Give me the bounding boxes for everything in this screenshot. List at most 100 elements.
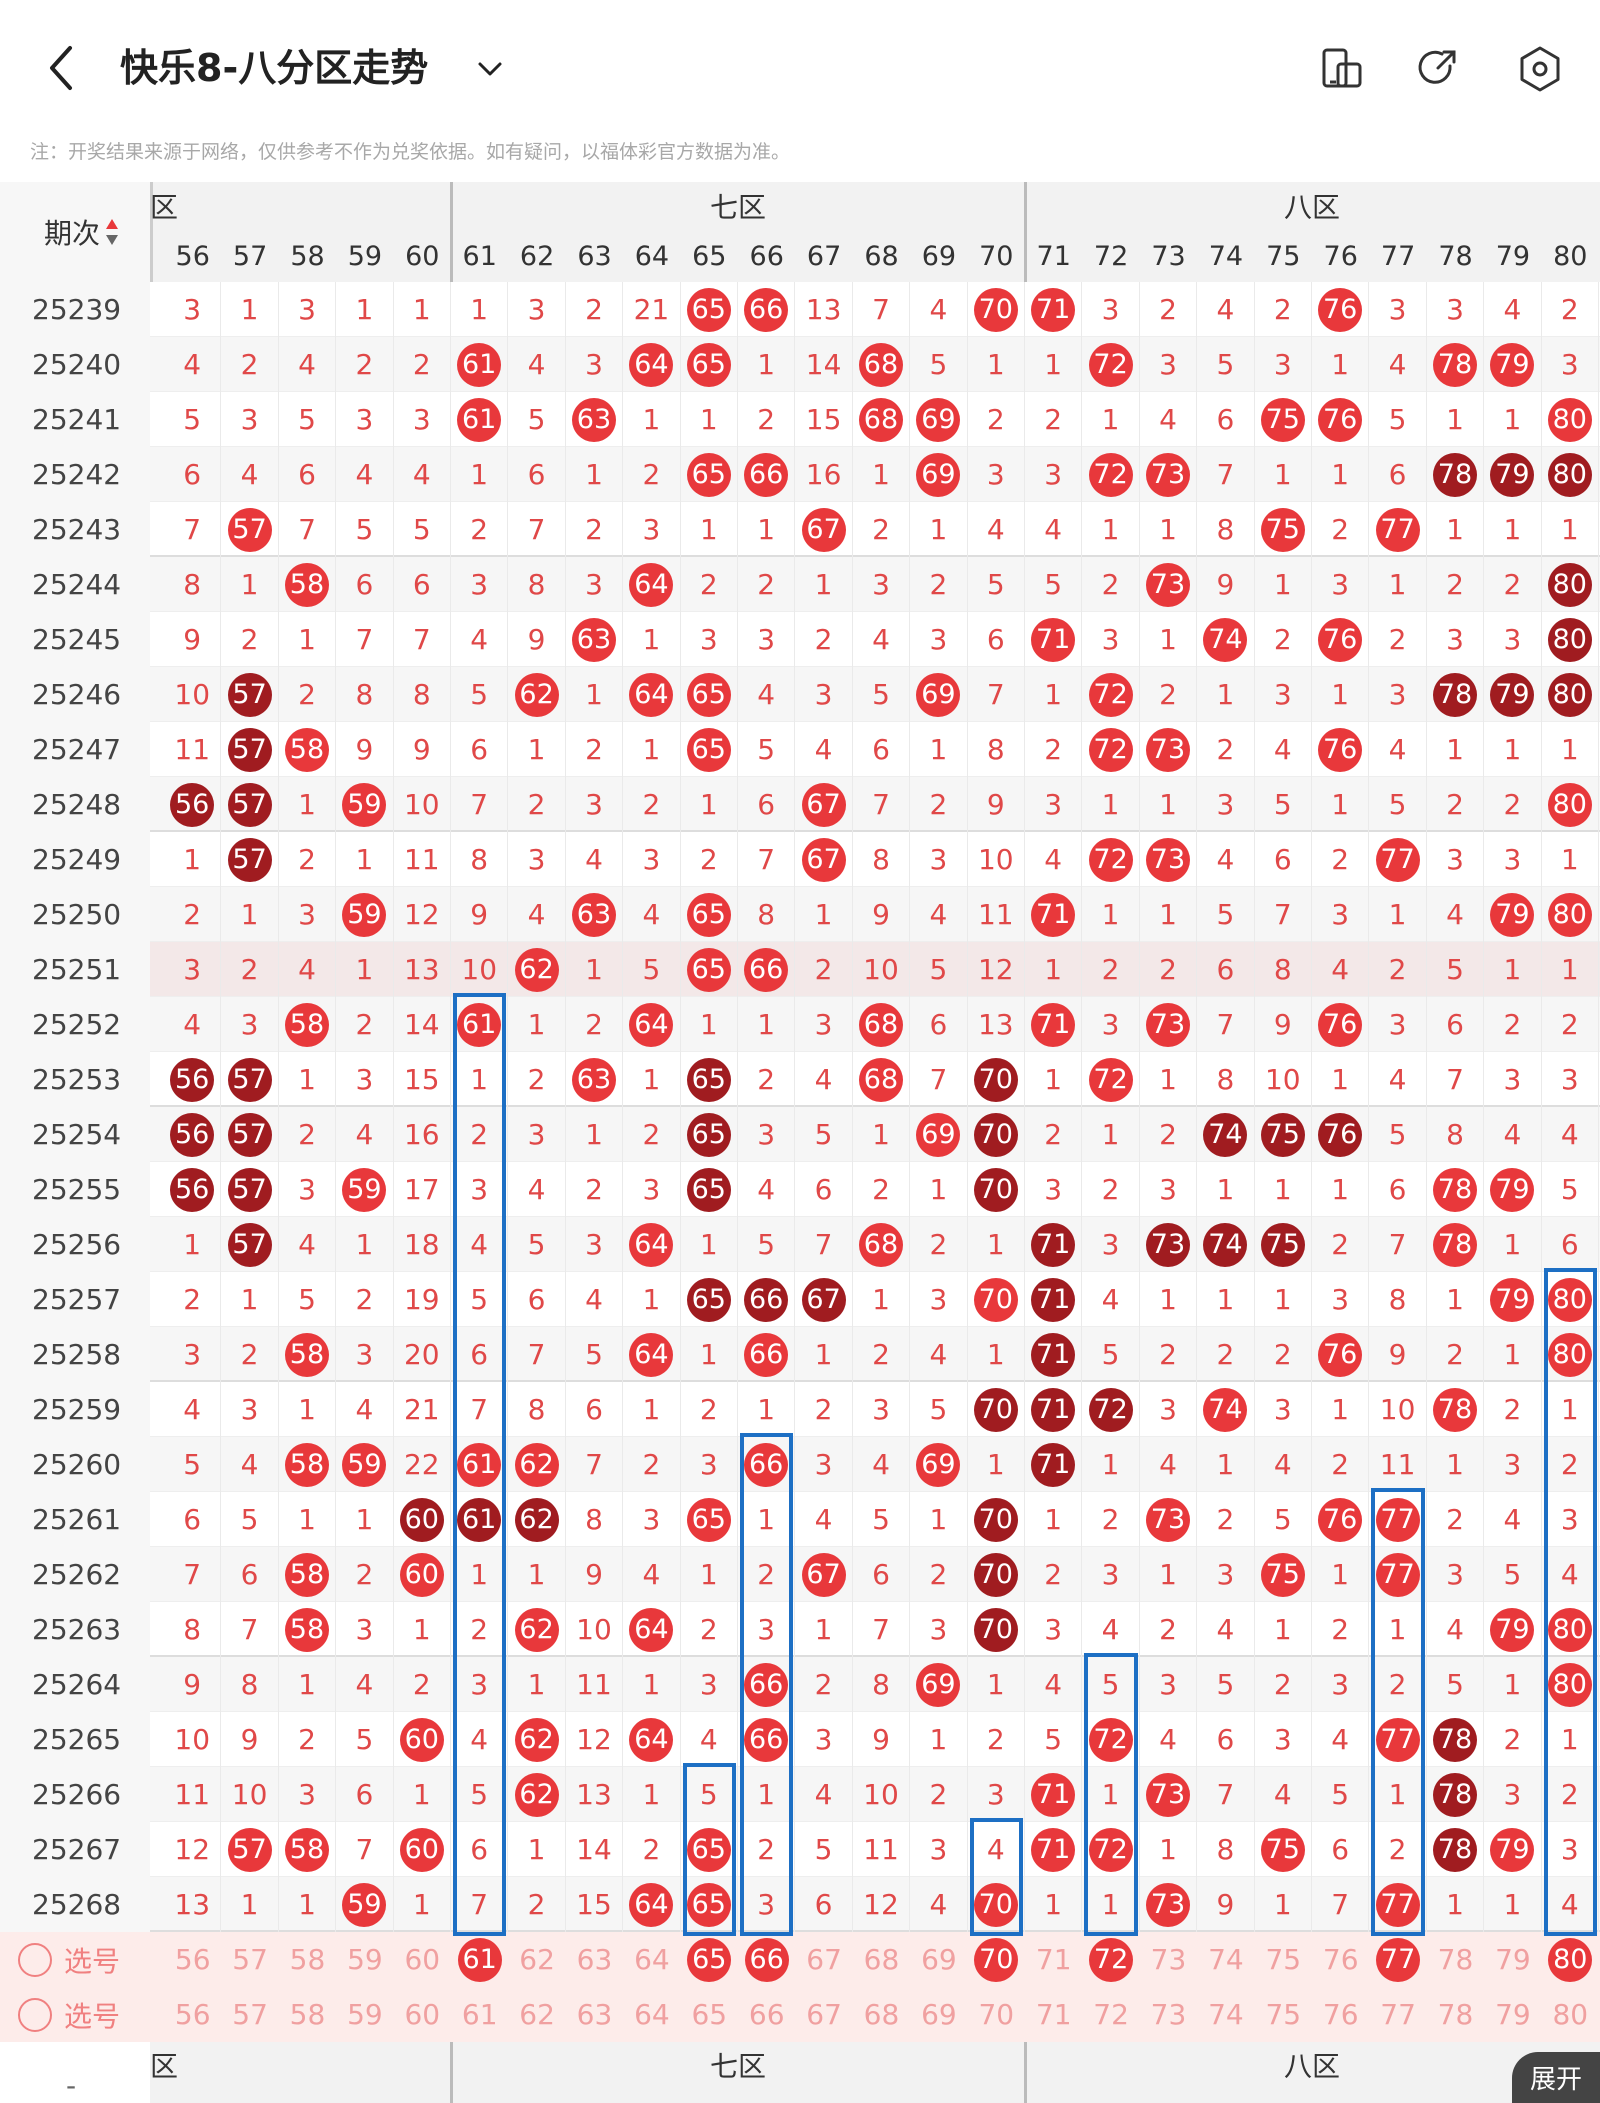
select-cell[interactable]: 58	[289, 1943, 326, 1976]
table-cell: 1	[910, 1712, 968, 1767]
select-cell[interactable]: 66	[748, 1998, 785, 2031]
table-cell: 3	[795, 1712, 853, 1767]
select-cell[interactable]: 63	[576, 1998, 613, 2031]
sort-updown-icon[interactable]	[104, 217, 120, 247]
select-cell[interactable]: 63	[576, 1943, 613, 1976]
select-cell[interactable]: 64	[634, 1943, 670, 1976]
select-cell[interactable]: 59	[347, 1998, 383, 2031]
select-cell[interactable]: 65	[691, 1998, 728, 2031]
select-cell[interactable]: 74	[1208, 1943, 1244, 1976]
picked-number-ball[interactable]: 65	[687, 1937, 732, 1982]
table-cell: 5	[738, 1217, 796, 1272]
table-cell: 3	[279, 887, 337, 942]
select-cell[interactable]: 76	[1322, 1943, 1359, 1976]
table-cell: 68	[853, 1217, 911, 1272]
expand-button[interactable]: 展开	[1512, 2052, 1600, 2103]
select-cell[interactable]: 56	[174, 1943, 211, 1976]
select-cell[interactable]: 77	[1380, 1998, 1416, 2031]
select-row-label[interactable]: 选号	[0, 1987, 150, 2042]
picked-number-ball[interactable]: 72	[1089, 1937, 1134, 1982]
drawn-number-ball: 68	[858, 1222, 903, 1267]
table-cell: 65	[681, 1492, 738, 1547]
select-cell[interactable]: 79	[1495, 1998, 1531, 2031]
select-cell[interactable]: 65	[681, 1932, 738, 1987]
table-cell: 1	[336, 1492, 394, 1547]
select-cell[interactable]: 58	[289, 1998, 326, 2031]
picked-number-ball[interactable]: 66	[744, 1937, 789, 1982]
table-cell: 7	[336, 612, 394, 667]
drawn-number-ball: 65	[686, 1277, 731, 1322]
select-cell[interactable]: 67	[806, 1998, 842, 2031]
select-cell[interactable]: 61	[461, 1998, 498, 2031]
drawn-number-ball: 56	[170, 1057, 215, 1102]
select-cell[interactable]: 77	[1369, 1932, 1426, 1987]
table-cell: 5	[968, 557, 1025, 612]
select-cell[interactable]: 56	[174, 1998, 211, 2031]
settings-icon[interactable]	[1515, 44, 1565, 94]
picked-number-ball[interactable]: 61	[457, 1937, 502, 1982]
table-cell: 4	[1542, 1877, 1599, 1932]
select-cell[interactable]: 75	[1265, 1943, 1302, 1976]
radio-circle-icon[interactable]	[18, 1942, 52, 1977]
table-cell: 1	[1312, 1547, 1370, 1602]
select-cell[interactable]: 72	[1082, 1932, 1139, 1987]
table-cell: 5	[164, 1437, 222, 1492]
table-cell: 6	[336, 1767, 394, 1822]
select-cell[interactable]: 69	[921, 1998, 957, 2031]
chevron-down-icon[interactable]	[470, 50, 510, 90]
table-cell: 5	[1255, 777, 1312, 832]
table-cell: 1	[508, 1657, 566, 1712]
table-cell: 1	[1484, 722, 1542, 777]
select-cell[interactable]: 60	[404, 1943, 441, 1976]
select-cell[interactable]: 62	[519, 1943, 555, 1976]
select-cell[interactable]: 70	[978, 1998, 1015, 2031]
select-cell[interactable]: 71	[1035, 1998, 1072, 2031]
select-cell[interactable]: 67	[806, 1943, 842, 1976]
table-cell: 3	[1542, 1822, 1599, 1877]
picked-number-ball[interactable]: 77	[1376, 1937, 1421, 1982]
drawn-number-ball: 58	[284, 1607, 329, 1652]
select-cell[interactable]: 70	[968, 1932, 1025, 1987]
select-cell[interactable]: 72	[1093, 1998, 1129, 2031]
share-icon[interactable]	[1414, 44, 1464, 94]
select-cell[interactable]: 64	[634, 1998, 670, 2031]
select-cell[interactable]: 68	[863, 1943, 900, 1976]
layout-toggle-icon[interactable]	[1318, 44, 1368, 94]
select-cell[interactable]: 73	[1150, 1998, 1187, 2031]
table-cell: 3	[681, 1437, 738, 1492]
column-header-67: 67	[806, 240, 842, 272]
select-cell[interactable]: 80	[1552, 1998, 1589, 2031]
picked-number-ball[interactable]: 80	[1548, 1937, 1593, 1982]
picked-number-ball[interactable]: 70	[974, 1937, 1019, 1982]
select-cell[interactable]: 76	[1322, 1998, 1359, 2031]
select-cell[interactable]: 66	[738, 1932, 795, 1987]
select-cell[interactable]: 69	[921, 1943, 957, 1976]
select-cell[interactable]: 62	[519, 1998, 555, 2031]
select-cell[interactable]: 74	[1208, 1998, 1244, 2031]
table-cell: 3	[508, 282, 566, 337]
select-cell[interactable]: 71	[1035, 1943, 1072, 1976]
select-cell[interactable]: 80	[1542, 1932, 1599, 1987]
table-cell: 7	[451, 1877, 509, 1932]
table-cell: 3	[623, 1492, 681, 1547]
period-header[interactable]: 期次	[0, 182, 150, 282]
radio-circle-icon[interactable]	[18, 1997, 52, 2032]
select-cell[interactable]: 61	[451, 1932, 508, 1987]
table-cell: 7	[1197, 447, 1255, 502]
select-cell[interactable]: 68	[863, 1998, 900, 2031]
chevron-left-icon[interactable]	[40, 40, 84, 96]
select-cell[interactable]: 59	[347, 1943, 383, 1976]
table-cell: 80	[1542, 392, 1599, 447]
select-cell[interactable]: 57	[232, 1998, 268, 2031]
table-cell: 3	[1427, 832, 1485, 887]
table-cell: 78	[1427, 1382, 1485, 1437]
select-cell[interactable]: 57	[232, 1943, 268, 1976]
select-cell[interactable]: 75	[1265, 1998, 1302, 2031]
select-cell[interactable]: 78	[1437, 1943, 1474, 1976]
select-cell[interactable]: 79	[1495, 1943, 1531, 1976]
page-title[interactable]: 快乐8-八分区走势	[120, 46, 429, 90]
select-cell[interactable]: 73	[1150, 1943, 1187, 1976]
select-cell[interactable]: 78	[1437, 1998, 1474, 2031]
select-cell[interactable]: 60	[404, 1998, 441, 2031]
select-row-label[interactable]: 选号	[0, 1932, 150, 1987]
